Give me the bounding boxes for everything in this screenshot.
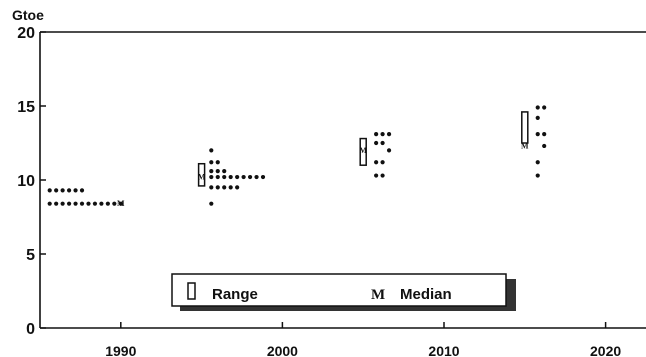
data-point	[222, 174, 227, 180]
data-point	[99, 201, 104, 206]
data-point	[228, 174, 233, 180]
data-point	[235, 174, 240, 180]
data-point	[92, 201, 98, 206]
data-point	[73, 188, 78, 193]
data-point	[54, 188, 59, 193]
axes: 0 5 10 15 20 1990 2000 2010 2020 Gtoe	[12, 7, 646, 357]
data-point	[386, 132, 392, 137]
data-point	[386, 148, 392, 153]
data-point	[47, 188, 52, 193]
x-tick-label: 2010	[428, 343, 459, 357]
data-point	[66, 201, 72, 206]
range-bar	[197, 162, 206, 187]
data-point	[47, 201, 52, 206]
data-point	[374, 140, 379, 146]
data-point	[380, 132, 385, 137]
data-point	[112, 201, 117, 206]
data-point	[79, 201, 85, 206]
data-point	[54, 201, 59, 206]
data-point	[542, 143, 547, 149]
data-point	[66, 188, 72, 193]
data-point	[222, 185, 227, 190]
median-marker: M	[359, 146, 367, 155]
data-point	[215, 160, 220, 165]
data-point	[542, 132, 547, 137]
y-axis-label: Gtoe	[12, 7, 44, 23]
legend-range-icon	[187, 282, 196, 300]
data-point	[260, 174, 266, 180]
data-point	[535, 132, 540, 137]
data-point	[60, 188, 65, 193]
data-point	[79, 188, 85, 193]
data-point	[118, 201, 123, 206]
y-tick-label: 5	[26, 247, 35, 264]
data-point	[535, 173, 540, 178]
legend-median-label: Median	[400, 286, 452, 303]
y-tick-label: 0	[26, 321, 35, 338]
data-point	[235, 185, 240, 190]
data-point	[247, 174, 253, 180]
range-bar	[521, 111, 529, 144]
y-tick-label: 15	[17, 99, 35, 116]
data-point	[215, 174, 220, 180]
data-point	[105, 201, 110, 206]
data-point	[209, 201, 214, 206]
data-point	[535, 115, 540, 120]
y-tick-label: 10	[17, 173, 35, 190]
data-point	[380, 173, 385, 178]
data-point	[535, 105, 540, 110]
legend-box	[171, 273, 507, 307]
legend-range-label: Range	[212, 286, 258, 303]
data-point	[215, 185, 220, 190]
data-point	[209, 148, 214, 153]
data-point	[209, 185, 214, 190]
data-point	[542, 105, 547, 110]
data-point	[241, 174, 246, 180]
data-point	[209, 160, 214, 165]
x-tick-label: 1990	[105, 343, 136, 357]
data-point	[209, 169, 214, 174]
range-bar	[359, 137, 367, 166]
data-point	[254, 174, 259, 180]
data-point	[228, 185, 233, 190]
data-point	[86, 201, 91, 206]
data-point	[374, 132, 379, 137]
x-tick-label: 2020	[590, 343, 621, 357]
legend: Range M Median	[171, 273, 516, 311]
data-point	[380, 140, 385, 146]
data-point	[73, 201, 78, 206]
data-point	[374, 173, 379, 178]
marks: MMMM	[47, 105, 547, 208]
legend-median-icon: M	[371, 287, 385, 303]
x-tick-label: 2000	[267, 343, 298, 357]
median-marker: M	[198, 173, 206, 182]
data-point	[215, 169, 220, 174]
median-marker: M	[521, 141, 529, 150]
y-tick-label: 20	[17, 25, 35, 42]
data-point	[60, 201, 65, 206]
data-point	[374, 160, 379, 165]
data-point	[380, 160, 385, 165]
data-point	[535, 160, 540, 165]
data-point	[209, 174, 214, 180]
data-point	[222, 169, 227, 174]
